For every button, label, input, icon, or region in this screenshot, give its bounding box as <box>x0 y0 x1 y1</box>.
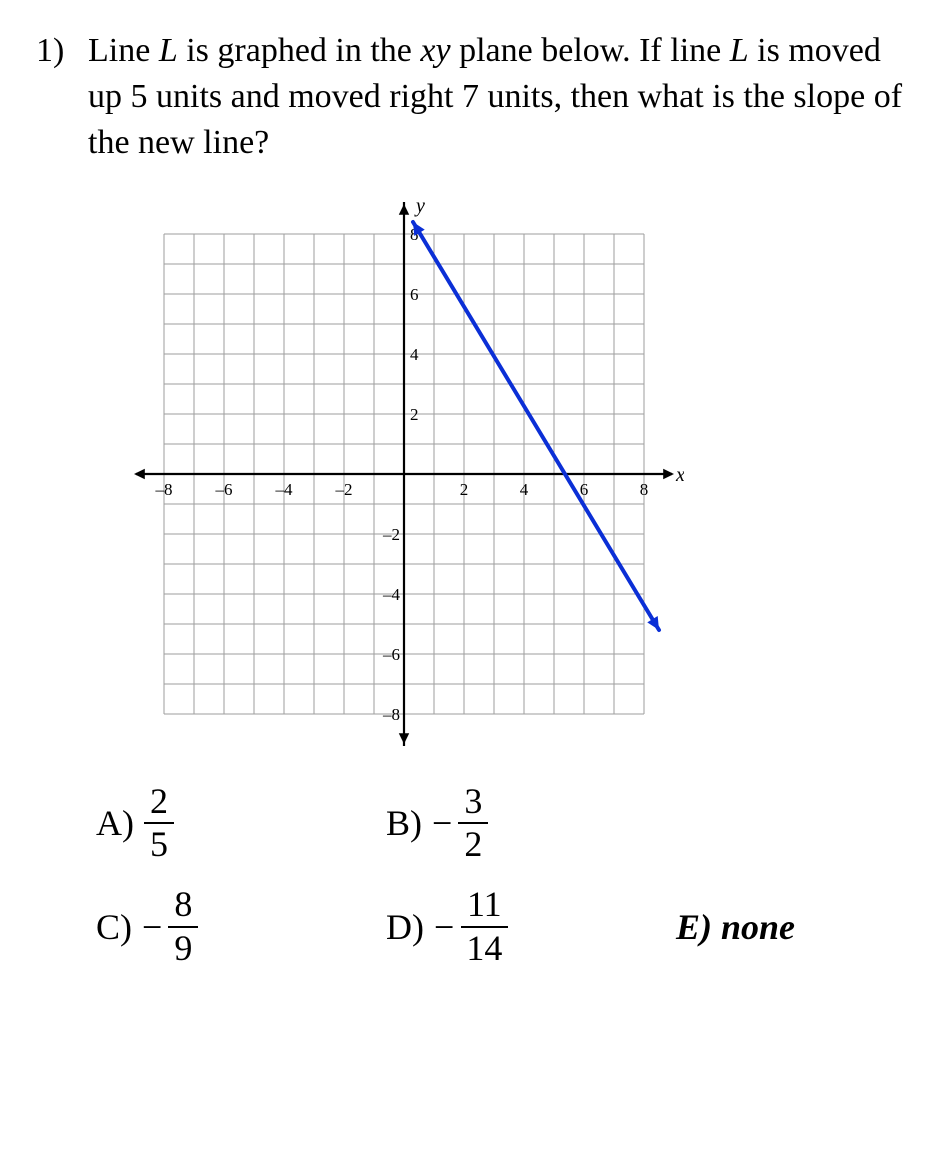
negative-sign: − <box>434 906 454 948</box>
svg-text:–2: –2 <box>382 525 400 544</box>
answer-label: B) <box>386 802 422 844</box>
svg-text:6: 6 <box>410 285 419 304</box>
answer-row: C) − 8 9 D) − 11 14 E) none <box>96 886 906 968</box>
answer-label: E) <box>676 906 712 948</box>
svg-text:–8: –8 <box>382 705 400 724</box>
answer-row: A) 2 5 B) − 3 2 <box>96 783 906 865</box>
graph: –8–8–6–6–4–4–2–222446688xy <box>124 194 906 759</box>
svg-text:6: 6 <box>580 480 589 499</box>
fraction: 3 2 <box>458 783 488 865</box>
answer-choice-b[interactable]: B) − 3 2 <box>386 783 676 865</box>
fraction-denominator: 14 <box>460 928 508 968</box>
answer-choice-a[interactable]: A) 2 5 <box>96 783 386 865</box>
fraction-denominator: 9 <box>168 928 198 968</box>
fraction: 11 14 <box>460 886 508 968</box>
xy-plane-graph: –8–8–6–6–4–4–2–222446688xy <box>124 194 684 754</box>
answer-label: A) <box>96 802 134 844</box>
fraction-numerator: 11 <box>461 886 508 928</box>
fraction-denominator: 2 <box>458 824 488 864</box>
answer-label: C) <box>96 906 132 948</box>
fraction: 8 9 <box>168 886 198 968</box>
question-text-part: plane below. If line <box>451 32 730 69</box>
question-text-italic: xy <box>420 32 450 69</box>
svg-text:–8: –8 <box>155 480 173 499</box>
fraction-numerator: 3 <box>458 783 488 825</box>
answer-choices: A) 2 5 B) − 3 2 C) − 8 9 <box>96 783 906 968</box>
svg-text:2: 2 <box>460 480 469 499</box>
svg-text:4: 4 <box>520 480 529 499</box>
svg-text:4: 4 <box>410 345 419 364</box>
page: 1) Line L is graphed in the xy plane bel… <box>0 0 942 1030</box>
question-text-part: is graphed in the <box>178 32 421 69</box>
svg-text:–4: –4 <box>382 585 401 604</box>
svg-text:x: x <box>675 464 684 486</box>
question-text-part: Line <box>88 32 159 69</box>
svg-text:–4: –4 <box>275 480 294 499</box>
answer-choice-d[interactable]: D) − 11 14 <box>386 886 676 968</box>
question-number: 1) <box>36 28 88 74</box>
question: 1) Line L is graphed in the xy plane bel… <box>36 28 906 166</box>
answer-choice-e[interactable]: E) none <box>676 906 942 948</box>
question-text: Line L is graphed in the xy plane below.… <box>88 28 906 166</box>
answer-text: none <box>721 906 795 948</box>
fraction: 2 5 <box>144 783 174 865</box>
svg-text:y: y <box>414 195 425 217</box>
question-text-italic: L <box>159 32 178 69</box>
question-text-italic: L <box>730 32 749 69</box>
fraction-numerator: 8 <box>168 886 198 928</box>
negative-sign: − <box>432 802 452 844</box>
answer-choice-c[interactable]: C) − 8 9 <box>96 886 386 968</box>
fraction-numerator: 2 <box>144 783 174 825</box>
answer-label: D) <box>386 906 424 948</box>
svg-text:2: 2 <box>410 405 419 424</box>
svg-text:–6: –6 <box>382 645 400 664</box>
fraction-denominator: 5 <box>144 824 174 864</box>
negative-sign: − <box>142 906 162 948</box>
svg-text:–6: –6 <box>215 480 233 499</box>
svg-text:8: 8 <box>640 480 649 499</box>
svg-text:–2: –2 <box>335 480 353 499</box>
